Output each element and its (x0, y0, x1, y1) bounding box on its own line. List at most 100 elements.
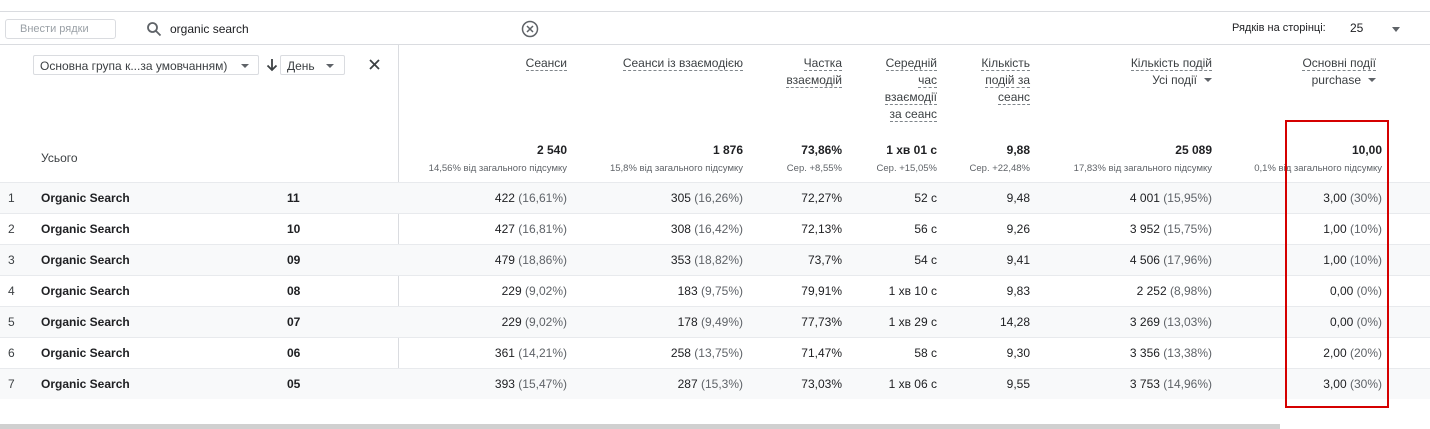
event-filter-label: Усі події (1152, 73, 1197, 87)
rows-per-page-caret-icon[interactable] (1392, 27, 1400, 32)
cell-event-count-percent: (13,38%) (1163, 346, 1212, 360)
cell-avg-engagement-time: 1 хв 06 с (889, 377, 937, 391)
highlight-annotation-box (1285, 120, 1389, 408)
remove-dimension-close-icon[interactable] (369, 59, 380, 70)
cell-key-events: 3,00 (30%) (1323, 191, 1382, 205)
row-day: 11 (287, 191, 300, 205)
cell-sessions-value: 427 (494, 222, 515, 236)
rows-per-page-label: Рядків на сторінці: (1232, 22, 1326, 34)
cell-key-events-percent: (10%) (1349, 222, 1382, 236)
cell-event-count: 3 356 (13,38%) (1130, 346, 1212, 360)
primary-dimension-select[interactable]: Основна група к...за умовчанням) (33, 55, 259, 75)
cell-avg-engagement-time-value: 56 с (914, 222, 937, 236)
cell-events-per-session: 14,28 (1000, 315, 1030, 329)
cell-event-count-percent: (17,96%) (1163, 253, 1212, 267)
cell-event-count-value: 3 356 (1129, 346, 1160, 360)
cell-key-events-percent: (20%) (1349, 346, 1382, 360)
cell-event-count-value: 3 753 (1129, 377, 1160, 391)
table-row[interactable]: 6 Organic Search 06 361 (14,21%) 258 (13,75%… (0, 337, 1430, 368)
horizontal-scrollbar[interactable] (0, 424, 1280, 429)
cell-engagement-rate: 72,13% (801, 222, 842, 236)
cell-engaged-sessions-percent: (16,26%) (694, 191, 743, 205)
column-header-engaged-sessions[interactable]: Сеанси із взаємодією (573, 55, 743, 72)
table-row[interactable]: 5 Organic Search 07 229 (9,02%) 178 (9,49%) 7… (0, 306, 1430, 337)
cell-sessions-percent: (18,86%) (518, 253, 567, 267)
column-header-key-events[interactable]: Основні події purchase (1236, 55, 1376, 89)
secondary-dimension-select[interactable]: День (280, 55, 345, 75)
row-channel-group: Organic Search (41, 284, 130, 298)
cell-engagement-rate: 73,03% (801, 377, 842, 391)
cell-sessions-percent: (9,02%) (524, 284, 567, 298)
cell-sessions-value: 229 (501, 284, 522, 298)
cell-sessions: 479 (18,86%) (495, 253, 567, 267)
row-day: 10 (287, 222, 301, 236)
table-row[interactable]: 7 Organic Search 05 393 (15,47%) 287 (15,3%)… (0, 368, 1430, 399)
cell-event-count-value: 3 269 (1129, 315, 1160, 329)
cell-sessions-percent: (16,81%) (518, 222, 567, 236)
cell-engaged-sessions-value: 353 (670, 253, 691, 267)
column-title: Сеанси (525, 56, 567, 71)
chevron-down-icon (241, 64, 249, 68)
total-engagement-rate: 73,86% (801, 143, 842, 157)
cell-sessions: 393 (15,47%) (495, 377, 567, 391)
cell-event-count: 4 506 (17,96%) (1130, 253, 1212, 267)
cell-events-per-session: 9,30 (1007, 346, 1030, 360)
cell-engagement-rate: 77,73% (801, 315, 842, 329)
chevron-down-icon (326, 64, 334, 68)
cell-engagement-rate-value: 71,47% (801, 346, 842, 360)
search-icon (147, 22, 162, 37)
cell-key-events-value: 1,00 (1323, 222, 1347, 236)
cell-sessions-percent: (15,47%) (518, 377, 567, 391)
column-header-engagement-rate[interactable]: Частка взаємодій (778, 55, 842, 89)
cell-engagement-rate: 73,7% (808, 253, 842, 267)
cell-sessions: 229 (9,02%) (502, 315, 567, 329)
cell-engaged-sessions-percent: (9,49%) (700, 315, 743, 329)
column-header-event-count[interactable]: Кількість подій Усі події (1052, 55, 1212, 89)
cell-event-count: 3 952 (15,75%) (1130, 222, 1212, 236)
rows-per-page-select[interactable]: 25 (1350, 21, 1364, 35)
cell-sessions-value: 393 (494, 377, 515, 391)
total-avg-engagement-time-sub: Сер. +15,05% (876, 163, 937, 174)
column-title: Частка взаємодій (786, 56, 842, 88)
cell-engagement-rate: 71,47% (801, 346, 842, 360)
cell-engaged-sessions: 258 (13,75%) (671, 346, 743, 360)
column-header-events-per-session[interactable]: Кількість подій за сеанс (972, 55, 1030, 106)
insert-rows-button[interactable]: Внести рядки (5, 19, 116, 39)
key-event-filter-label: purchase (1311, 73, 1361, 87)
column-header-avg-engagement-time[interactable]: Середній час взаємодії за сеанс (879, 55, 937, 123)
primary-dimension-label: Основна група к...за умовчанням) (40, 59, 228, 73)
cell-engagement-rate-value: 72,13% (801, 222, 842, 236)
cell-engaged-sessions-value: 178 (677, 315, 698, 329)
cell-key-events: 1,00 (10%) (1323, 253, 1382, 267)
cell-avg-engagement-time-value: 1 хв 06 с (888, 377, 937, 391)
cell-events-per-session: 9,55 (1007, 377, 1030, 391)
cell-key-events-percent: (0%) (1356, 284, 1382, 298)
cell-key-events-value: 0,00 (1329, 284, 1354, 298)
event-filter-select[interactable]: Усі події (1052, 72, 1212, 89)
row-day: 07 (287, 315, 301, 329)
clear-search-icon[interactable] (521, 20, 539, 38)
table-row[interactable]: 1 Organic Search 11 422 (16,61%) 305 (16,26%… (0, 182, 1430, 213)
cell-key-events: 0,00 (0%) (1330, 315, 1382, 329)
cell-avg-engagement-time-value: 54 с (914, 253, 937, 267)
row-channel-group: Organic Search (41, 346, 130, 360)
column-title: Кількість подій (1130, 56, 1212, 71)
cell-sessions: 427 (16,81%) (495, 222, 567, 236)
table-row[interactable]: 3 Organic Search 09 479 (18,86%) 353 (18,82%… (0, 244, 1430, 275)
cell-event-count-percent: (8,98%) (1169, 284, 1212, 298)
sort-arrow-down-icon[interactable] (266, 58, 278, 72)
key-event-filter-select[interactable]: purchase (1236, 72, 1376, 89)
row-channel-group: Organic Search (41, 253, 130, 267)
cell-events-per-session-value: 9,55 (1006, 377, 1030, 391)
table-row[interactable]: 2 Organic Search 10 427 (16,81%) 308 (16,42%… (0, 213, 1430, 244)
row-channel-group: Organic Search (41, 222, 130, 236)
search-input[interactable] (170, 21, 510, 37)
cell-engaged-sessions-value: 287 (677, 377, 698, 391)
column-header-sessions[interactable]: Сеанси (437, 55, 567, 72)
cell-events-per-session-value: 14,28 (999, 315, 1030, 329)
cell-engaged-sessions-percent: (9,75%) (700, 284, 743, 298)
row-day: 08 (287, 284, 301, 298)
cell-key-events-percent: (0%) (1356, 315, 1382, 329)
cell-events-per-session-value: 9,83 (1006, 284, 1030, 298)
table-row[interactable]: 4 Organic Search 08 229 (9,02%) 183 (9,75%) 7… (0, 275, 1430, 306)
